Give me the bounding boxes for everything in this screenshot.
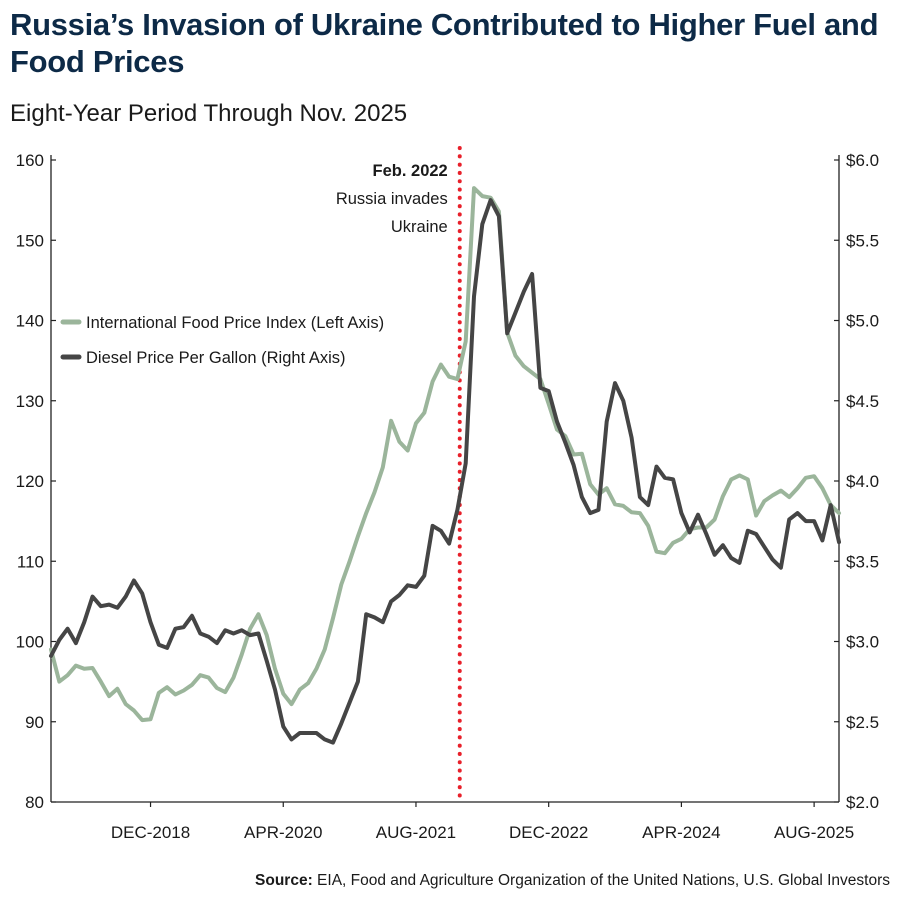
x-tick-label: APR-2024 [642, 823, 720, 842]
right-tick-label: $6.0 [846, 151, 879, 170]
left-tick-label: 160 [16, 151, 44, 170]
diesel-price-line [49, 198, 841, 745]
chart-subtitle: Eight-Year Period Through Nov. 2025 [10, 100, 408, 127]
annotation-text-line: Russia invades [336, 190, 448, 208]
right-tick-label: $4.5 [846, 392, 879, 411]
x-tick-label: DEC-2018 [111, 823, 190, 842]
left-tick-label: 140 [16, 312, 44, 331]
source-text: EIA, Food and Agriculture Organization o… [317, 872, 890, 889]
x-tick-label: AUG-2021 [376, 823, 456, 842]
x-tick-label: AUG-2025 [774, 823, 854, 842]
source-note: Source: EIA, Food and Agriculture Organi… [255, 872, 890, 890]
left-tick-label: 90 [25, 713, 44, 732]
left-tick-label: 80 [25, 793, 44, 812]
annotation-text-line: Ukraine [391, 218, 448, 236]
left-tick-label: 130 [16, 392, 44, 411]
right-tick-label: $2.0 [846, 793, 879, 812]
legend-label: Diesel Price Per Gallon (Right Axis) [86, 349, 346, 367]
food-price-index-line [49, 186, 841, 723]
right-tick-label: $3.5 [846, 552, 879, 571]
right-tick-label: $2.5 [846, 713, 879, 732]
left-tick-label: 150 [16, 231, 44, 250]
x-tick-label: DEC-2022 [509, 823, 588, 842]
left-tick-label: 100 [16, 633, 44, 652]
x-tick-label: APR-2020 [244, 823, 322, 842]
chart-title: Russia’s Invasion of Ukraine Contributed… [10, 7, 879, 79]
right-tick-label: $4.0 [846, 472, 879, 491]
left-tick-label: 120 [16, 472, 44, 491]
left-tick-label: 110 [17, 552, 44, 571]
right-tick-label: $5.5 [846, 231, 879, 250]
right-tick-label: $3.0 [846, 633, 879, 652]
right-tick-label: $5.0 [846, 312, 879, 331]
source-label: Source: [255, 872, 313, 889]
annotation-date: Feb. 2022 [373, 162, 448, 180]
legend-label: International Food Price Index (Left Axi… [86, 314, 384, 332]
